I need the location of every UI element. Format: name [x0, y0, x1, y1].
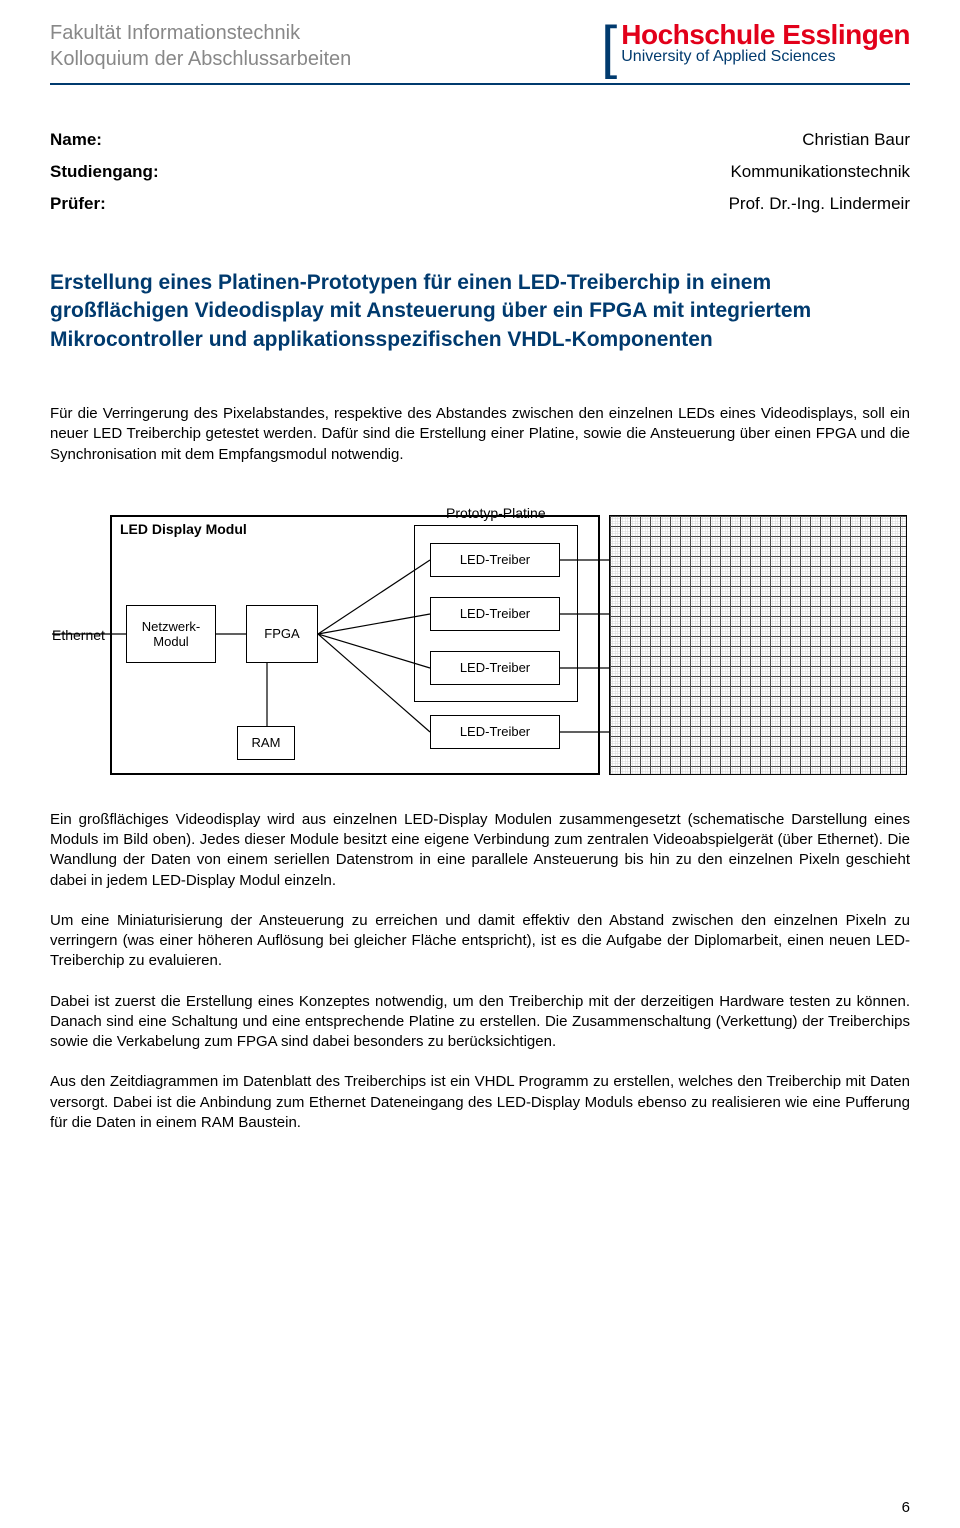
examiner-label: Prüfer:: [50, 194, 106, 214]
course-value: Kommunikationstechnik: [730, 162, 910, 182]
diagram-led-grid: [609, 515, 907, 775]
logo-subtitle: University of Applied Sciences: [621, 49, 910, 66]
course-label: Studiengang:: [50, 162, 159, 182]
abstract-paragraph-2: Ein großflächiges Videodisplay wird aus …: [50, 810, 910, 891]
diagram-prototype-label: Prototyp-Platine: [446, 505, 546, 521]
abstract-paragraph-5: Aus den Zeitdiagrammen im Datenblatt des…: [50, 1072, 910, 1133]
thesis-title: Erstellung eines Platinen-Prototypen für…: [50, 269, 910, 354]
abstract-paragraph-1: Für die Verringerung des Pixelabstandes,…: [50, 404, 910, 465]
diagram-network-module: Netzwerk- Modul: [126, 605, 216, 663]
diagram-led-driver: LED-Treiber: [430, 597, 560, 631]
diagram-ram: RAM: [237, 726, 295, 760]
examiner-value: Prof. Dr.-Ing. Lindermeir: [729, 194, 910, 214]
system-diagram: LED Display Modul Ethernet Netzwerk- Mod…: [52, 485, 908, 775]
header-divider: [50, 83, 910, 85]
abstract-paragraph-4: Dabei ist zuerst die Erstellung eines Ko…: [50, 992, 910, 1053]
diagram-ethernet-label: Ethernet: [52, 627, 105, 643]
diagram-led-driver: LED-Treiber: [430, 543, 560, 577]
faculty-line: Fakultät Informationstechnik: [50, 20, 351, 46]
abstract-paragraph-3: Um eine Miniaturisierung der Ansteuerung…: [50, 911, 910, 972]
colloquium-line: Kolloquium der Abschlussarbeiten: [50, 46, 351, 72]
diagram-module-label: LED Display Modul: [120, 521, 247, 537]
diagram-led-driver: LED-Treiber: [430, 715, 560, 749]
logo-title: Hochschule Esslingen: [621, 20, 910, 49]
name-label: Name:: [50, 130, 102, 150]
diagram-fpga: FPGA: [246, 605, 318, 663]
metadata-block: Name: Christian Baur Studiengang: Kommun…: [50, 130, 910, 214]
diagram-led-driver: LED-Treiber: [430, 651, 560, 685]
page-number: 6: [902, 1499, 910, 1516]
university-logo: [ Hochschule Esslingen University of App…: [601, 20, 910, 75]
logo-bracket-icon: [: [601, 20, 617, 75]
name-value: Christian Baur: [802, 130, 910, 150]
